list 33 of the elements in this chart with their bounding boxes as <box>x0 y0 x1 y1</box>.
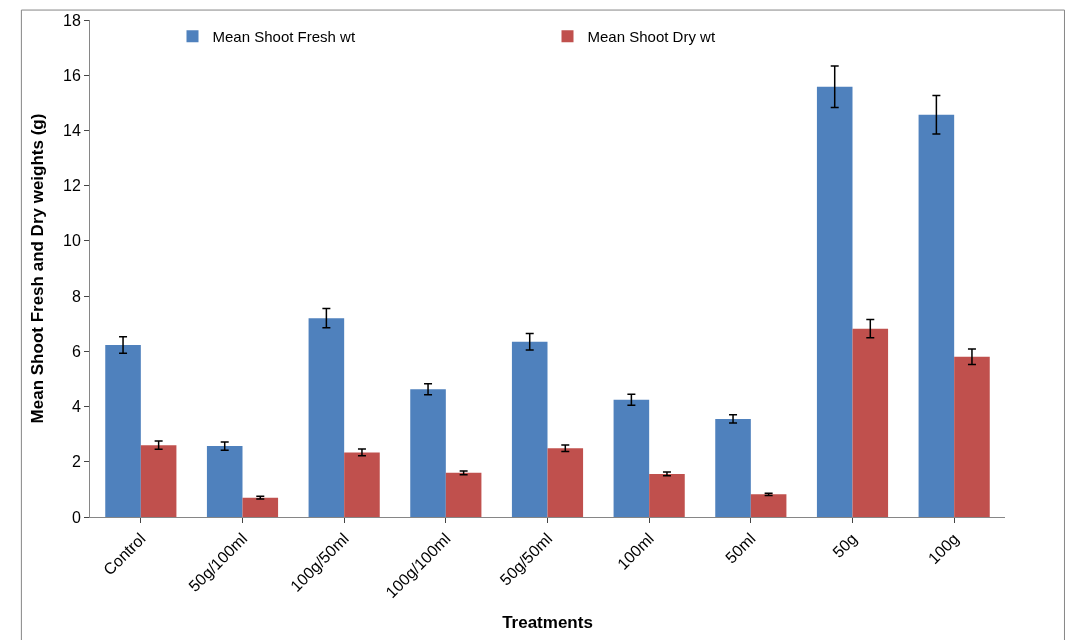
y-tick-label: 16 <box>63 66 81 84</box>
bar <box>852 328 889 517</box>
bar <box>410 389 446 517</box>
x-axis-title: Treatments <box>502 612 593 632</box>
y-tick-label: 18 <box>63 11 81 29</box>
bar <box>140 445 177 517</box>
y-tick-label: 0 <box>71 508 81 526</box>
bar <box>750 494 787 517</box>
bar <box>308 318 345 517</box>
bar <box>445 472 482 517</box>
bar <box>105 344 141 517</box>
y-tick-label: 2 <box>71 453 81 471</box>
bar <box>649 473 685 517</box>
legend-label: Mean Shoot Dry wt <box>587 28 716 46</box>
y-tick-label: 8 <box>71 287 81 305</box>
y-tick-label: 10 <box>63 232 81 250</box>
bar <box>613 399 650 517</box>
bar <box>547 448 584 517</box>
y-tick-label: 4 <box>71 398 81 416</box>
bar <box>206 446 243 517</box>
y-tick-label: 6 <box>71 342 81 360</box>
bar <box>242 497 279 517</box>
bar <box>344 452 380 517</box>
y-tick-label: 14 <box>63 122 81 140</box>
bar <box>816 86 853 517</box>
legend-label: Mean Shoot Fresh wt <box>212 28 356 46</box>
bar <box>511 341 548 517</box>
y-axis-title: Mean Shoot Fresh and Dry weights (g) <box>27 113 47 424</box>
bar <box>918 114 955 517</box>
x-tick-label: 50g <box>829 529 861 561</box>
bar <box>954 356 990 517</box>
bar <box>715 418 751 517</box>
y-tick-label: 12 <box>63 177 81 195</box>
